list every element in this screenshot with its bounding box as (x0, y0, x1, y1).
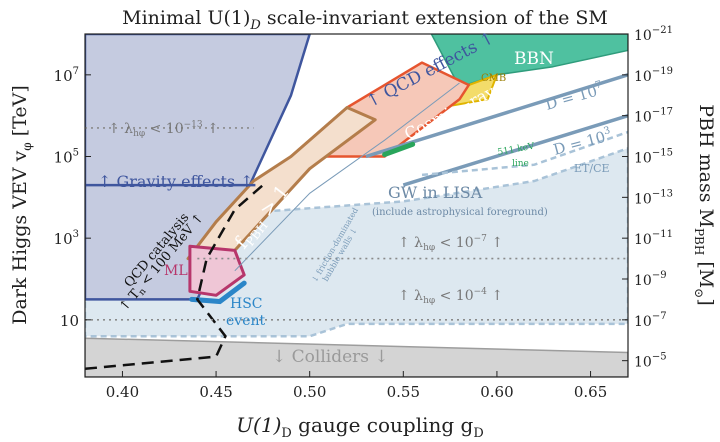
label-gravity-effects: ↑ Gravity effects ↑ (98, 172, 254, 191)
y2-tick-label: 10−7 (634, 311, 667, 330)
label-hsc: HSC (230, 296, 263, 312)
y-tick-label: 107 (54, 66, 79, 85)
label-lambda-4: ↑ λhφ < 10−4 ↑ (398, 287, 503, 306)
x-axis-label: U(1)D gauge coupling gD (236, 413, 484, 441)
label-511kev-line: line (512, 159, 529, 169)
pbh-parameter-space-chart: Minimal U(1)D scale-invariant extension … (0, 0, 720, 442)
x-tick-label: 0.60 (480, 383, 513, 401)
label-bbn: BBN (514, 49, 554, 69)
label-etce: ET/CE (574, 162, 610, 175)
x-tick-label: 0.65 (574, 383, 607, 401)
label-hsc-event: event (226, 313, 265, 329)
y-axis-label: Dark Higgs VEV vφ [TeV] (9, 85, 34, 324)
y-tick-label: 103 (54, 229, 79, 248)
y2-axis-label: PBH mass MPBH [M⊙] (692, 104, 717, 305)
x-tick-label: 0.55 (387, 383, 420, 401)
y-tick-label: 105 (54, 148, 79, 167)
y-tick-label: 10 (60, 312, 79, 330)
x-tick-label: 0.40 (106, 383, 139, 401)
y2-tick-label: 10−9 (634, 270, 667, 289)
x-tick-label: 0.50 (293, 383, 326, 401)
label-gw-lisa: GW in LISA (388, 183, 483, 202)
x-tick-label: 0.45 (199, 383, 232, 401)
y2-tick-label: 10−17 (634, 107, 673, 126)
y2-tick-label: 10−13 (634, 188, 673, 207)
y2-tick-label: 10−15 (634, 148, 673, 167)
y2-tick-label: 10−21 (634, 25, 673, 44)
label-gw-foreground: (include astrophysical foreground) (372, 207, 548, 218)
y2-tick-label: 10−19 (634, 66, 673, 85)
label-colliders: ↓ Colliders ↓ (272, 347, 389, 367)
y2-tick-label: 10−11 (634, 229, 673, 248)
label-lambda-13: ↑ λhφ < 10−13 ↑ (108, 120, 219, 139)
y2-tick-label: 10−5 (634, 352, 667, 371)
label-lambda-7: ↑ λhφ < 10−7 ↑ (398, 234, 503, 253)
chart-title: Minimal U(1)D scale-invariant extension … (122, 7, 608, 33)
